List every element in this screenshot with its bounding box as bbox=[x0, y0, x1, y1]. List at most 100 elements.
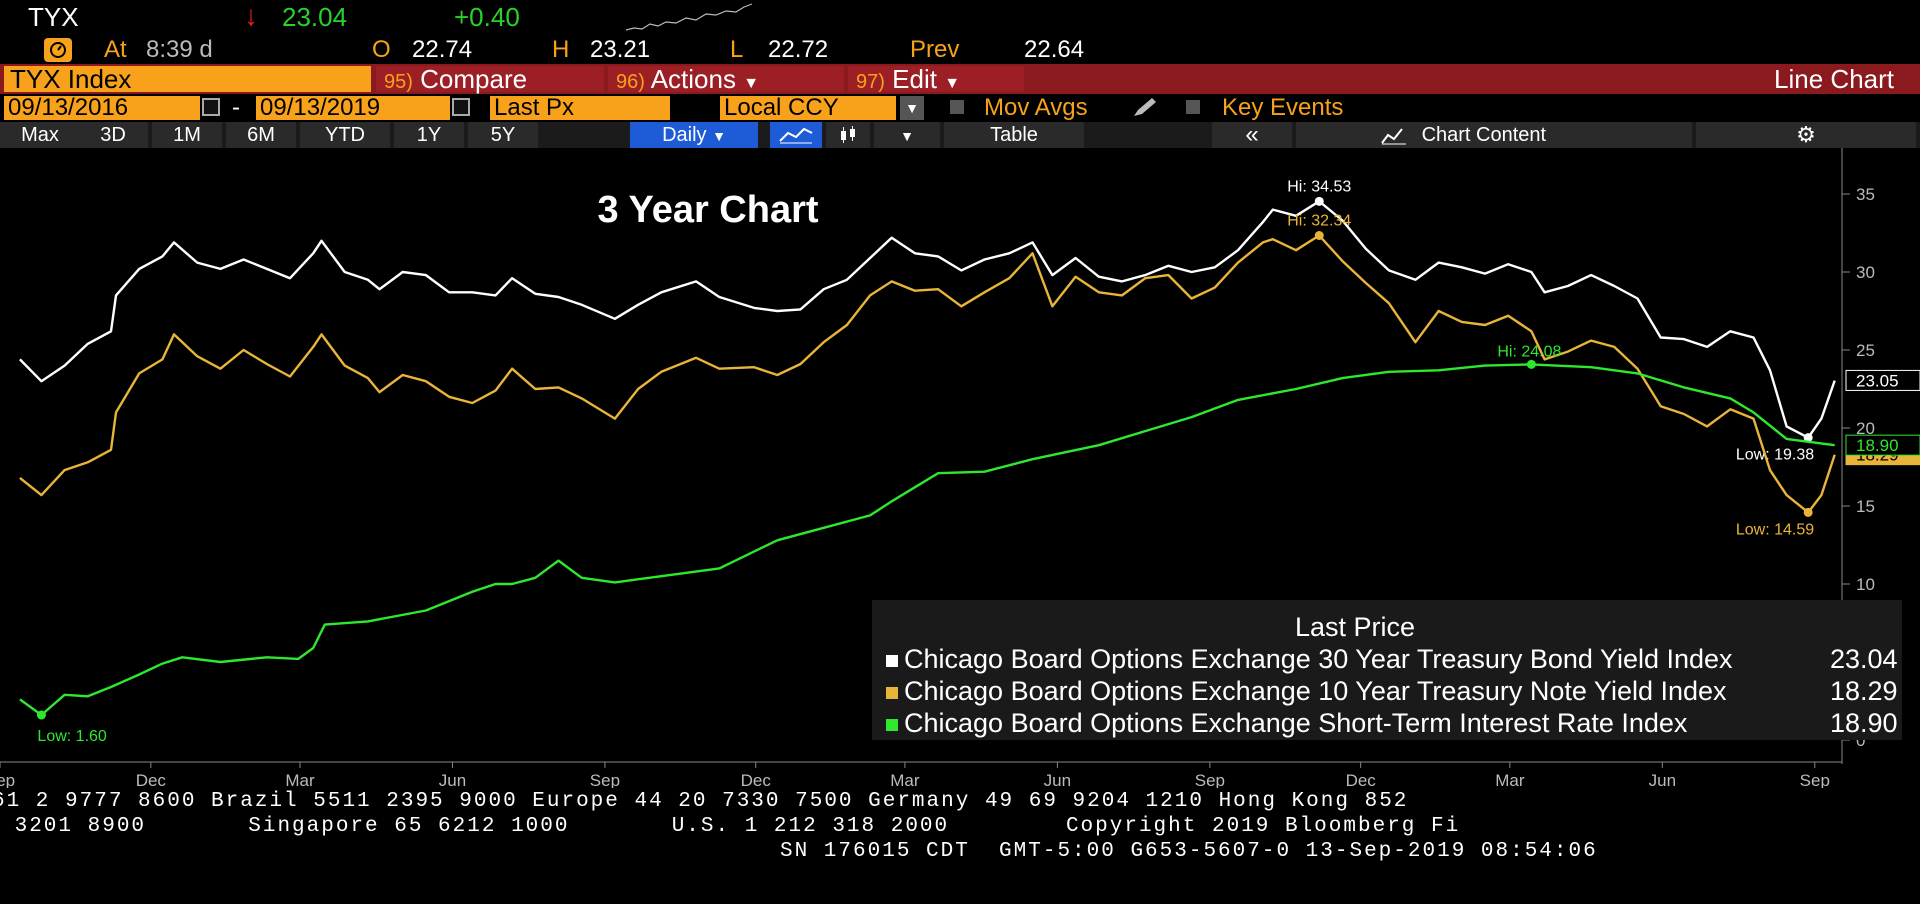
period-3d-button[interactable]: 3D bbox=[78, 122, 148, 148]
legend-value-short: 18.90 bbox=[1830, 708, 1898, 738]
compare-label: Compare bbox=[420, 64, 528, 94]
chart-content-icon bbox=[1381, 128, 1406, 145]
y-tick-label: 0 bbox=[1856, 731, 1865, 750]
key-events-label[interactable]: Key Events bbox=[1222, 94, 1344, 121]
x-tick-label: Mar bbox=[1495, 771, 1525, 788]
mov-avgs-checkbox[interactable] bbox=[950, 100, 964, 114]
x-tick-label: Dec bbox=[136, 771, 167, 788]
x-tick-label: Sep bbox=[590, 771, 620, 788]
x-tick-label: Mar bbox=[890, 771, 920, 788]
mov-avgs-label[interactable]: Mov Avgs bbox=[984, 94, 1088, 121]
period-1m-button[interactable]: 1M bbox=[152, 122, 222, 148]
y-tick-label: 30 bbox=[1856, 263, 1875, 282]
legend-label: Chicago Board Options Exchange Short-Ter… bbox=[904, 708, 1688, 738]
edit-label: Edit bbox=[892, 64, 937, 94]
x-tick-label: Jun bbox=[1649, 771, 1676, 788]
legend-value-30y: 23.04 bbox=[1830, 644, 1898, 674]
period-5y-button[interactable]: 5Y bbox=[468, 122, 538, 148]
last-price: 23.04 bbox=[282, 2, 348, 32]
quote-row: TYX ↓ 23.04 +0.40 bbox=[0, 0, 1920, 36]
price-change: +0.40 bbox=[454, 2, 520, 32]
period-ytd-button[interactable]: YTD bbox=[300, 122, 390, 148]
sparkline bbox=[626, 3, 753, 31]
chart-type-label[interactable]: Line Chart bbox=[1774, 64, 1894, 94]
x-tick-label: Sep bbox=[0, 771, 15, 788]
last-value-tag bbox=[1845, 434, 1920, 456]
calendar-icon[interactable] bbox=[202, 98, 220, 116]
chart-content-label: Chart Content bbox=[1421, 124, 1547, 146]
legend-item-10y: Chicago Board Options Exchange 10 Year T… bbox=[886, 676, 1727, 707]
period-1y-button[interactable]: 1Y bbox=[394, 122, 464, 148]
y-tick-label: 10 bbox=[1856, 575, 1875, 594]
compare-menu[interactable]: 95) Compare bbox=[376, 64, 604, 94]
series-line-2 bbox=[19, 363, 1835, 717]
calendar-icon[interactable] bbox=[452, 98, 470, 116]
period-max-button[interactable]: Max bbox=[0, 122, 80, 148]
at-label: At bbox=[104, 36, 127, 63]
footer-line-2: 3201 8900 Singapore 65 6212 1000 U.S. 1 … bbox=[0, 815, 1461, 838]
y-tick-label: 15 bbox=[1856, 497, 1875, 516]
actions-label: Actions bbox=[650, 64, 736, 94]
chart-title: 3 Year Chart bbox=[597, 189, 818, 231]
table-button[interactable]: Table bbox=[944, 122, 1084, 148]
pencil-icon[interactable] bbox=[1132, 98, 1158, 118]
compare-number: 95) bbox=[384, 71, 413, 93]
legend-item-30y: Chicago Board Options Exchange 30 Year T… bbox=[886, 644, 1733, 675]
chevron-down-icon: ▼ bbox=[712, 128, 726, 144]
legend-label: Chicago Board Options Exchange 10 Year T… bbox=[904, 676, 1727, 706]
annotation-label: Hi: 24.08 bbox=[1497, 343, 1561, 360]
collapse-button[interactable]: « bbox=[1212, 122, 1292, 148]
end-date-field[interactable]: 09/13/2019 bbox=[256, 96, 450, 120]
chevron-down-icon: ▼ bbox=[743, 75, 760, 92]
low-label: L bbox=[730, 36, 744, 63]
line-chart-icon[interactable] bbox=[770, 122, 822, 148]
low-value: 22.72 bbox=[768, 36, 829, 63]
x-tick-label: Jun bbox=[439, 771, 466, 788]
y-tick-label: 20 bbox=[1856, 419, 1875, 438]
legend-item-short: Chicago Board Options Exchange Short-Ter… bbox=[886, 708, 1687, 739]
last-value-label: 18.90 bbox=[1856, 436, 1899, 455]
annotation-label: Low: 1.60 bbox=[37, 728, 106, 745]
x-tick-label: Jun bbox=[1044, 771, 1071, 788]
x-tick-label: Dec bbox=[741, 771, 772, 788]
edit-menu[interactable]: 97) Edit ▼ bbox=[848, 64, 1024, 94]
period-6m-button[interactable]: 6M bbox=[226, 122, 296, 148]
candlestick-icon[interactable] bbox=[826, 122, 870, 148]
field-selector[interactable]: Last Px bbox=[490, 96, 670, 120]
security-field[interactable]: TYX Index bbox=[4, 66, 371, 92]
x-tick-label: Mar bbox=[285, 771, 315, 788]
annotation-label: Low: 19.38 bbox=[1736, 447, 1814, 464]
actions-menu[interactable]: 96) Actions ▼ bbox=[608, 64, 844, 94]
prev-value: 22.64 bbox=[1024, 36, 1085, 63]
annotation-marker bbox=[1526, 359, 1536, 369]
x-tick-label: Dec bbox=[1346, 771, 1377, 788]
last-value-label: 23.05 bbox=[1856, 371, 1899, 390]
edit-number: 97) bbox=[856, 71, 885, 93]
series-line-1 bbox=[19, 234, 1836, 514]
start-date-field[interactable]: 09/13/2016 bbox=[4, 96, 200, 120]
legend-swatch bbox=[886, 686, 898, 699]
y-tick-label: 35 bbox=[1856, 185, 1875, 204]
key-events-checkbox[interactable] bbox=[1186, 100, 1200, 114]
annotation-label: Hi: 32.34 bbox=[1287, 212, 1351, 229]
last-value-tag bbox=[1845, 369, 1920, 391]
x-tick-label: Sep bbox=[1800, 771, 1830, 788]
gear-icon[interactable]: ⚙ bbox=[1696, 122, 1916, 148]
chevron-down-icon: ▼ bbox=[944, 75, 961, 92]
legend-label: Chicago Board Options Exchange 30 Year T… bbox=[904, 644, 1733, 674]
annotation-marker bbox=[1803, 507, 1813, 517]
y-tick-label: 25 bbox=[1856, 341, 1875, 360]
legend-swatch bbox=[886, 718, 898, 731]
annotation-marker bbox=[1314, 230, 1324, 240]
actions-number: 96) bbox=[616, 71, 645, 93]
chevron-down-icon[interactable]: ▼ bbox=[874, 122, 940, 148]
chart-content-button[interactable]: Chart Content bbox=[1296, 122, 1692, 148]
frequency-selector[interactable]: Daily ▼ bbox=[630, 122, 758, 148]
annotation-label: Hi: 34.53 bbox=[1287, 178, 1351, 195]
legend-value-10y: 18.29 bbox=[1830, 676, 1898, 706]
currency-selector[interactable]: Local CCY bbox=[720, 96, 896, 120]
annotation-marker bbox=[1314, 196, 1324, 206]
alert-icon[interactable] bbox=[44, 38, 72, 62]
ohlc-row: At 8:39 d O 22.74 H 23.21 L 22.72 Prev 2… bbox=[0, 36, 1920, 64]
chevron-down-icon[interactable]: ▼ bbox=[900, 96, 924, 120]
